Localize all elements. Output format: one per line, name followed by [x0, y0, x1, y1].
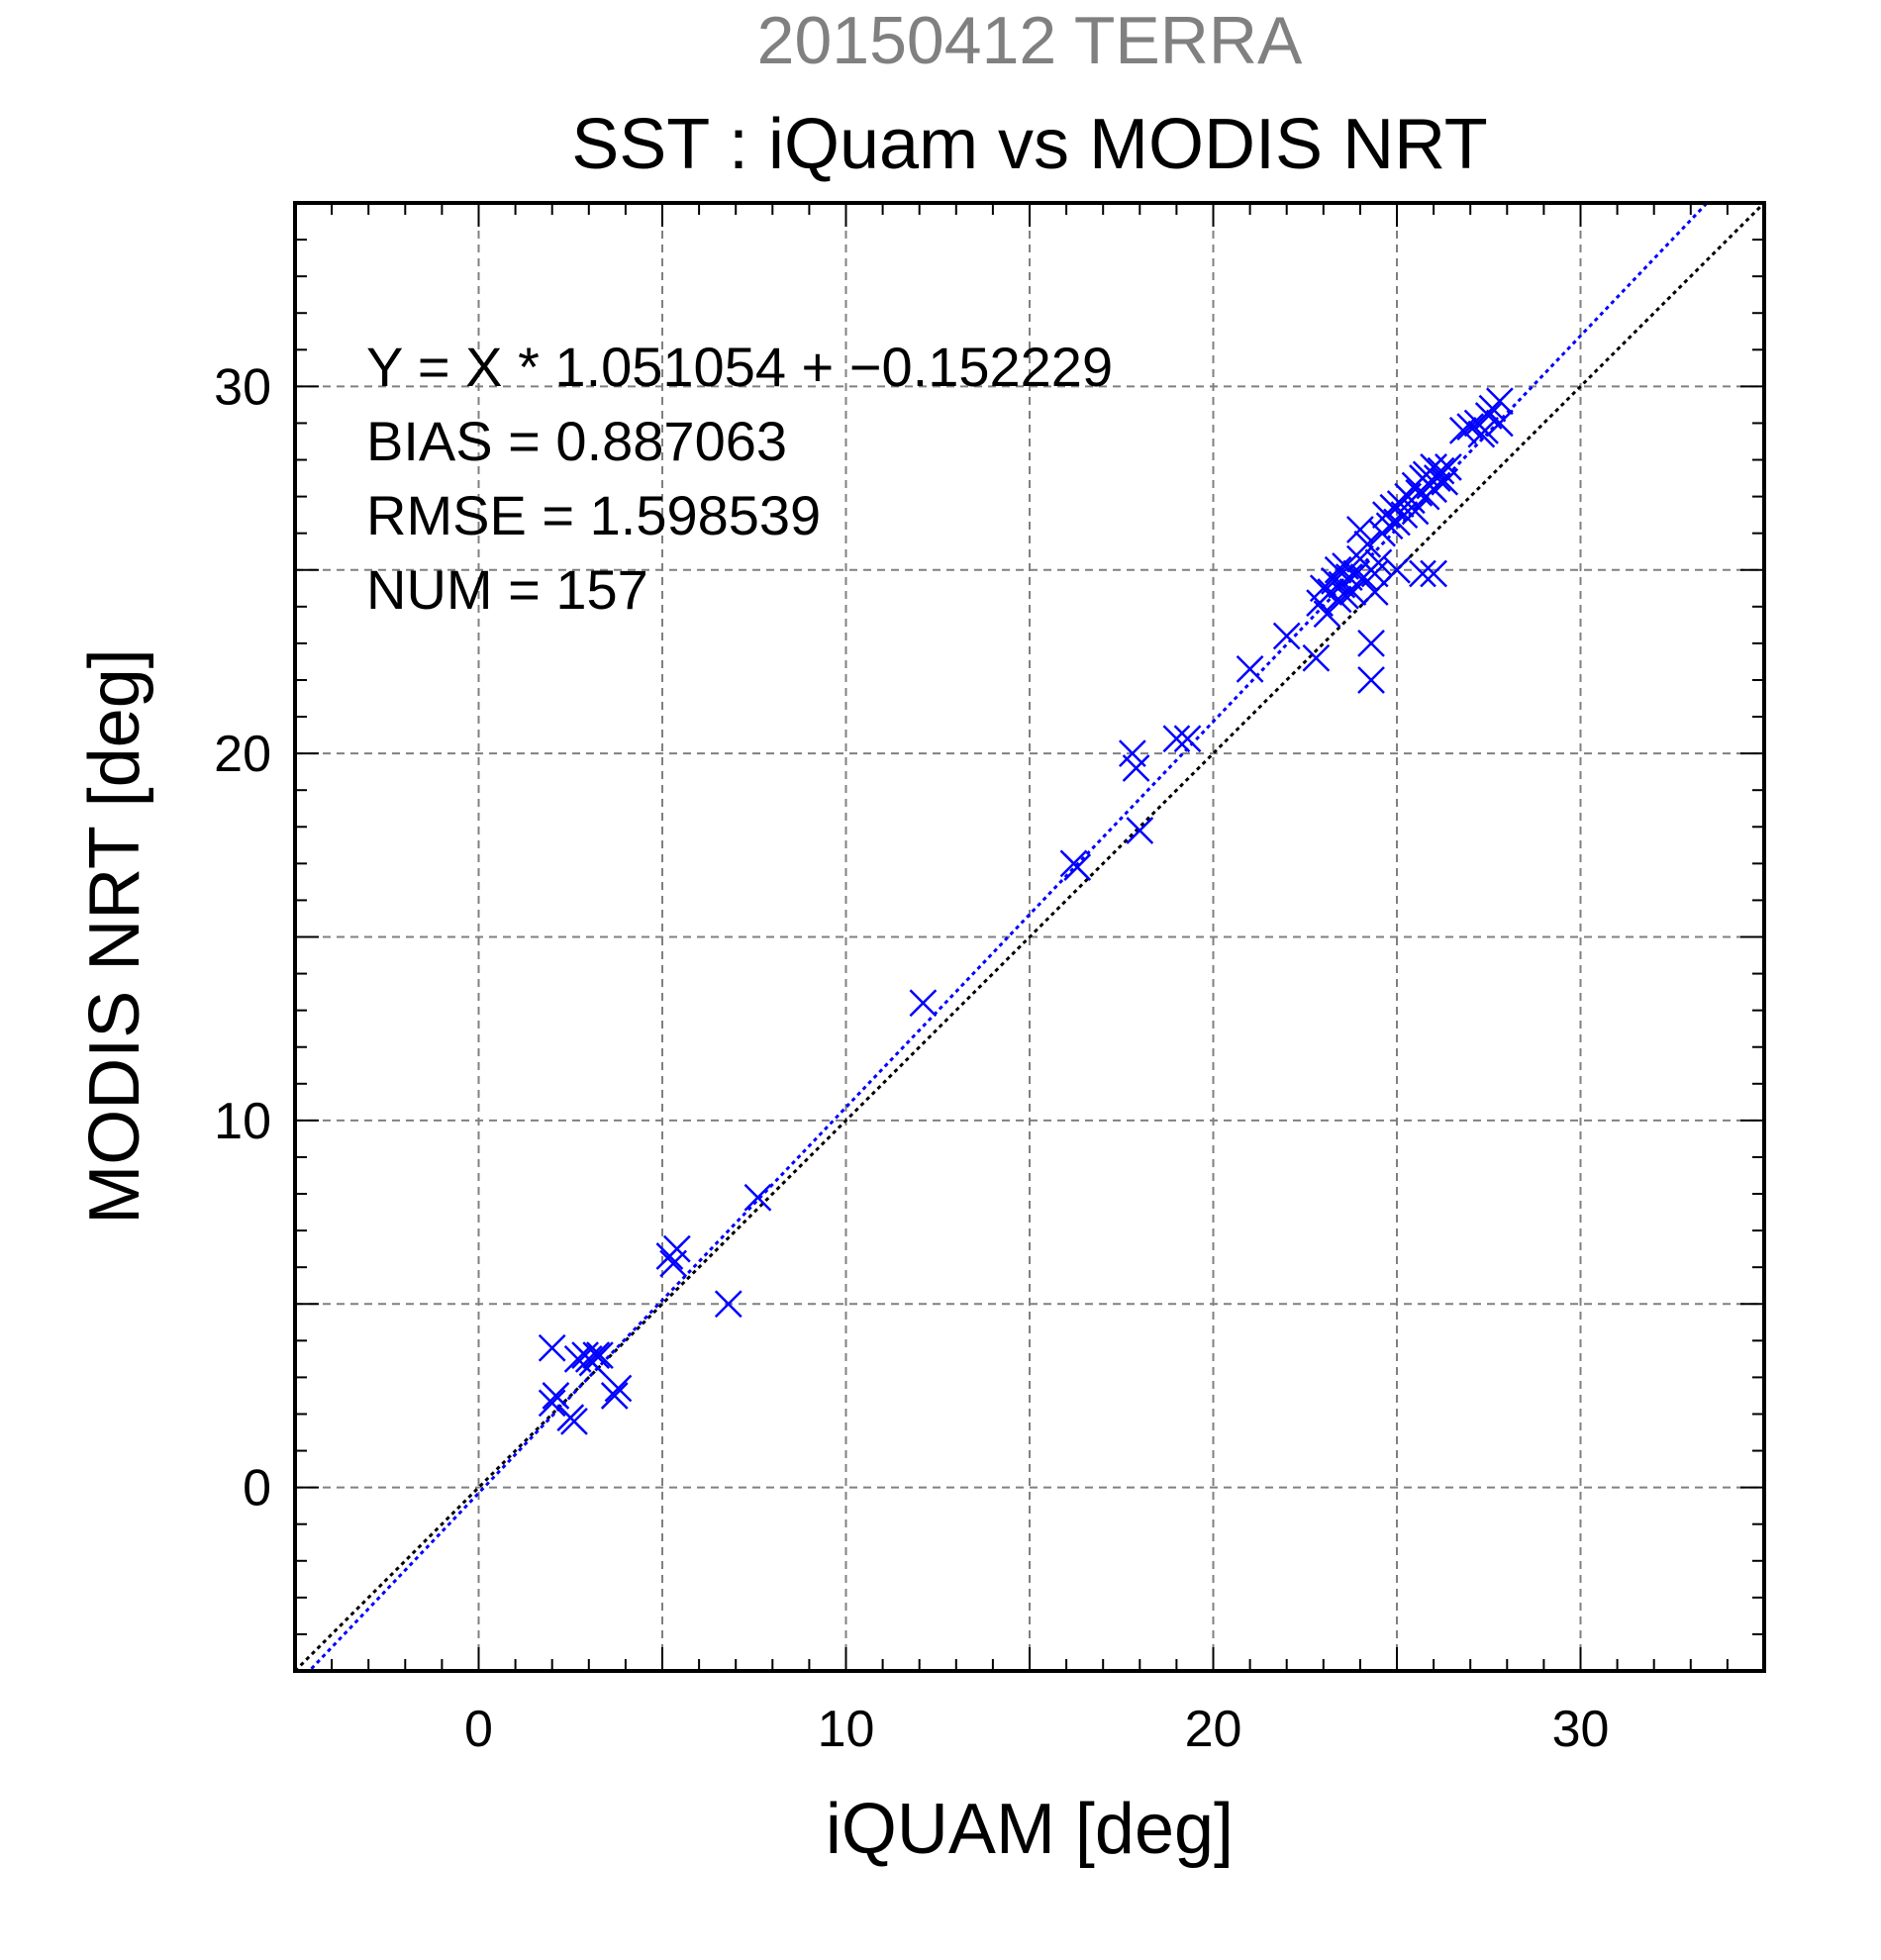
data-point: [1357, 630, 1385, 657]
data-points: [538, 387, 1514, 1435]
stats-regression: Y = X * 1.051054 + −0.152229: [366, 336, 1113, 398]
y-tick-label: 10: [214, 1093, 271, 1150]
data-point: [1420, 559, 1447, 588]
super-title: 20150412 TERRA: [757, 3, 1303, 78]
data-point: [1401, 497, 1430, 526]
data-point: [1338, 578, 1367, 606]
data-point: [1420, 453, 1447, 481]
data-point: [1353, 530, 1382, 558]
data-point: [1435, 453, 1462, 481]
data-point: [1383, 555, 1411, 584]
data-point: [1357, 666, 1385, 694]
data-point: [604, 1374, 633, 1403]
data-point: [662, 1234, 691, 1263]
data-point: [743, 1183, 772, 1212]
x-tick-label: 10: [818, 1701, 875, 1758]
data-point: [586, 1341, 614, 1370]
data-point: [1122, 754, 1150, 782]
data-point: [1375, 512, 1404, 540]
data-point: [1485, 409, 1514, 438]
stats-bias: BIAS = 0.887063: [366, 410, 787, 472]
data-point: [714, 1290, 742, 1319]
data-point: [1471, 416, 1499, 444]
data-point: [1173, 725, 1202, 753]
data-point: [1236, 654, 1264, 683]
data-point: [600, 1382, 629, 1410]
data-point: [1448, 416, 1477, 444]
data-point: [1409, 559, 1436, 588]
y-tick-label: 0: [243, 1460, 271, 1518]
data-point: [1126, 817, 1154, 844]
stats-box: Y = X * 1.051054 + −0.152229 BIAS = 0.88…: [366, 336, 1113, 621]
data-point: [1302, 643, 1331, 672]
data-point: [1162, 725, 1191, 753]
data-point: [1360, 578, 1389, 606]
data-point: [542, 1382, 570, 1410]
tick-labels: 0 10 20 30 0 10 20 30: [214, 358, 1609, 1758]
plot-frame: [293, 201, 1766, 1673]
y-tick-label: 20: [214, 726, 271, 783]
x-tick-label: 30: [1552, 1701, 1610, 1758]
data-point: [1272, 622, 1301, 650]
data-point: [1390, 501, 1419, 530]
data-point: [560, 1408, 588, 1435]
x-tick-label: 20: [1185, 1701, 1242, 1758]
identity-line: [295, 203, 1764, 1671]
stats-rmse: RMSE = 1.598539: [366, 484, 821, 546]
y-axis-title: MODIS NRT [deg]: [75, 648, 154, 1225]
stats-num: NUM = 157: [366, 558, 648, 621]
data-point: [909, 989, 938, 1018]
data-point: [1063, 853, 1092, 881]
y-tick-label: 30: [214, 358, 271, 416]
x-tick-label: 0: [464, 1701, 493, 1758]
data-point: [582, 1341, 611, 1370]
data-point: [538, 1389, 566, 1418]
x-axis-title: iQUAM [deg]: [826, 1790, 1234, 1869]
chart-title: SST : iQuam vs MODIS NRT: [571, 105, 1488, 184]
regression-line: [307, 203, 1710, 1671]
data-point: [538, 1333, 566, 1362]
data-point: [1485, 387, 1514, 416]
data-point: [1427, 456, 1455, 485]
data-point: [1364, 548, 1393, 577]
